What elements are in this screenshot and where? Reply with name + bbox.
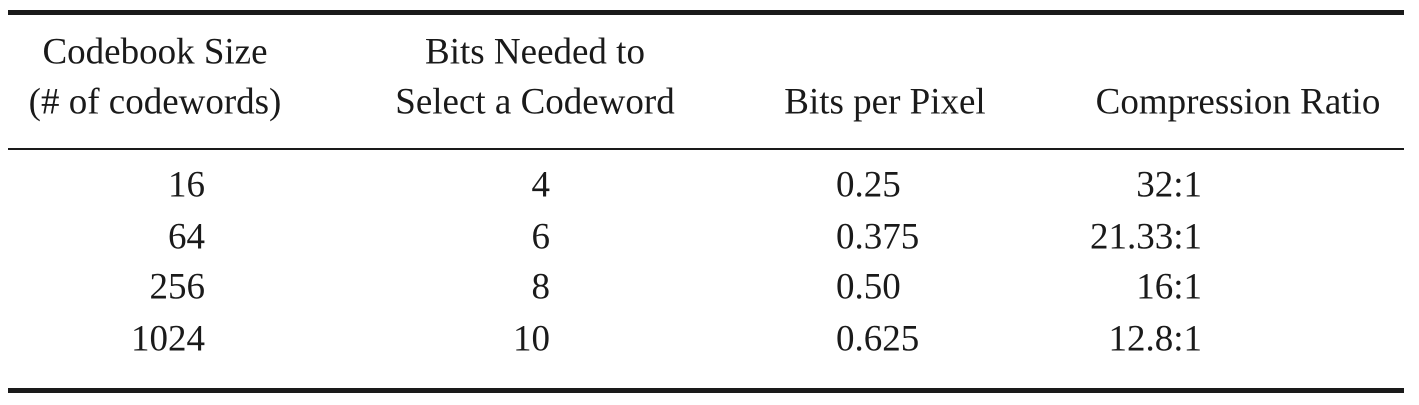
table-cell: 8 — [532, 266, 551, 307]
table-cell: 4 — [532, 164, 551, 205]
bottom-rule — [8, 388, 1404, 393]
table-cell: 0.625 — [836, 318, 919, 359]
table-cell: 0.25 — [836, 164, 901, 205]
table-cell: 64 — [168, 216, 205, 257]
header-cell: (# of codewords) — [29, 81, 282, 122]
table-cell: 16 — [168, 164, 205, 205]
table-cell: 0.50 — [836, 266, 901, 307]
table-cell: 256 — [150, 266, 206, 307]
table-cell: 1024 — [131, 318, 205, 359]
table-cell: 0.375 — [836, 216, 919, 257]
header-cell: Bits per Pixel — [784, 81, 985, 122]
table-cell: 16:1 — [1136, 266, 1202, 307]
table-cell: 6 — [532, 216, 551, 257]
header-cell: Codebook Size — [42, 31, 267, 72]
table-cell: 21.33:1 — [1090, 216, 1202, 257]
top-rule — [8, 10, 1404, 15]
table-cell: 10 — [513, 318, 550, 359]
header-rule — [8, 148, 1404, 150]
table-cell: 12.8:1 — [1108, 318, 1202, 359]
table-cell: 32:1 — [1136, 164, 1202, 205]
header-cell: Compression Ratio — [1096, 81, 1381, 122]
header-cell: Bits Needed to — [425, 31, 645, 72]
header-cell: Select a Codeword — [395, 81, 675, 122]
